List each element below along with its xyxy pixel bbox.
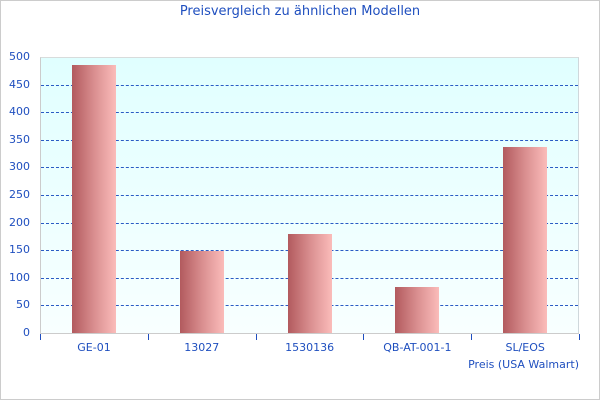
gridline — [41, 139, 578, 141]
chart-title: Preisvergleich zu ähnlichen Modellen — [179, 4, 421, 19]
bar-ge-01 — [71, 65, 116, 333]
gridline — [41, 84, 578, 86]
y-tick-label: 150 — [9, 243, 30, 257]
y-tick-label: 0 — [23, 326, 30, 339]
x-tick-label: GE-01 — [77, 341, 111, 354]
gridline — [41, 167, 578, 169]
y-tick-label: 350 — [9, 132, 30, 146]
y-tick-label: 400 — [9, 105, 30, 119]
x-tick-mark — [147, 334, 149, 340]
x-tick-mark — [579, 334, 580, 340]
y-tick-label: 300 — [9, 160, 30, 174]
gridline — [41, 195, 578, 196]
y-tick-label: 50 — [16, 298, 30, 312]
gridline — [41, 222, 578, 224]
x-tick-label: QB-AT-001-1 — [383, 341, 452, 354]
x-axis-line — [40, 333, 579, 334]
bar-1530136 — [287, 234, 332, 333]
x-tick-mark — [40, 334, 41, 340]
x-axis-title: Preis (USA Walmart) — [468, 358, 579, 371]
y-tick-label: 500 — [9, 50, 30, 63]
plot-area — [40, 57, 579, 333]
y-tick-label: 450 — [9, 77, 30, 91]
x-tick-mark — [471, 334, 473, 340]
x-tick-mark — [363, 334, 365, 340]
x-tick-label: 13027 — [184, 341, 220, 354]
y-tick-label: 100 — [9, 270, 30, 284]
bar-13027 — [179, 250, 224, 333]
x-tick-label: 1530136 — [285, 341, 335, 354]
x-tick-mark — [255, 334, 257, 340]
bar-sl-eos — [503, 146, 548, 333]
bar-qb-at-001-1 — [395, 287, 440, 333]
y-tick-label: 250 — [9, 188, 30, 201]
gridline — [41, 112, 578, 114]
y-tick-label: 200 — [9, 215, 30, 229]
x-tick-label: SL/EOS — [505, 341, 545, 354]
